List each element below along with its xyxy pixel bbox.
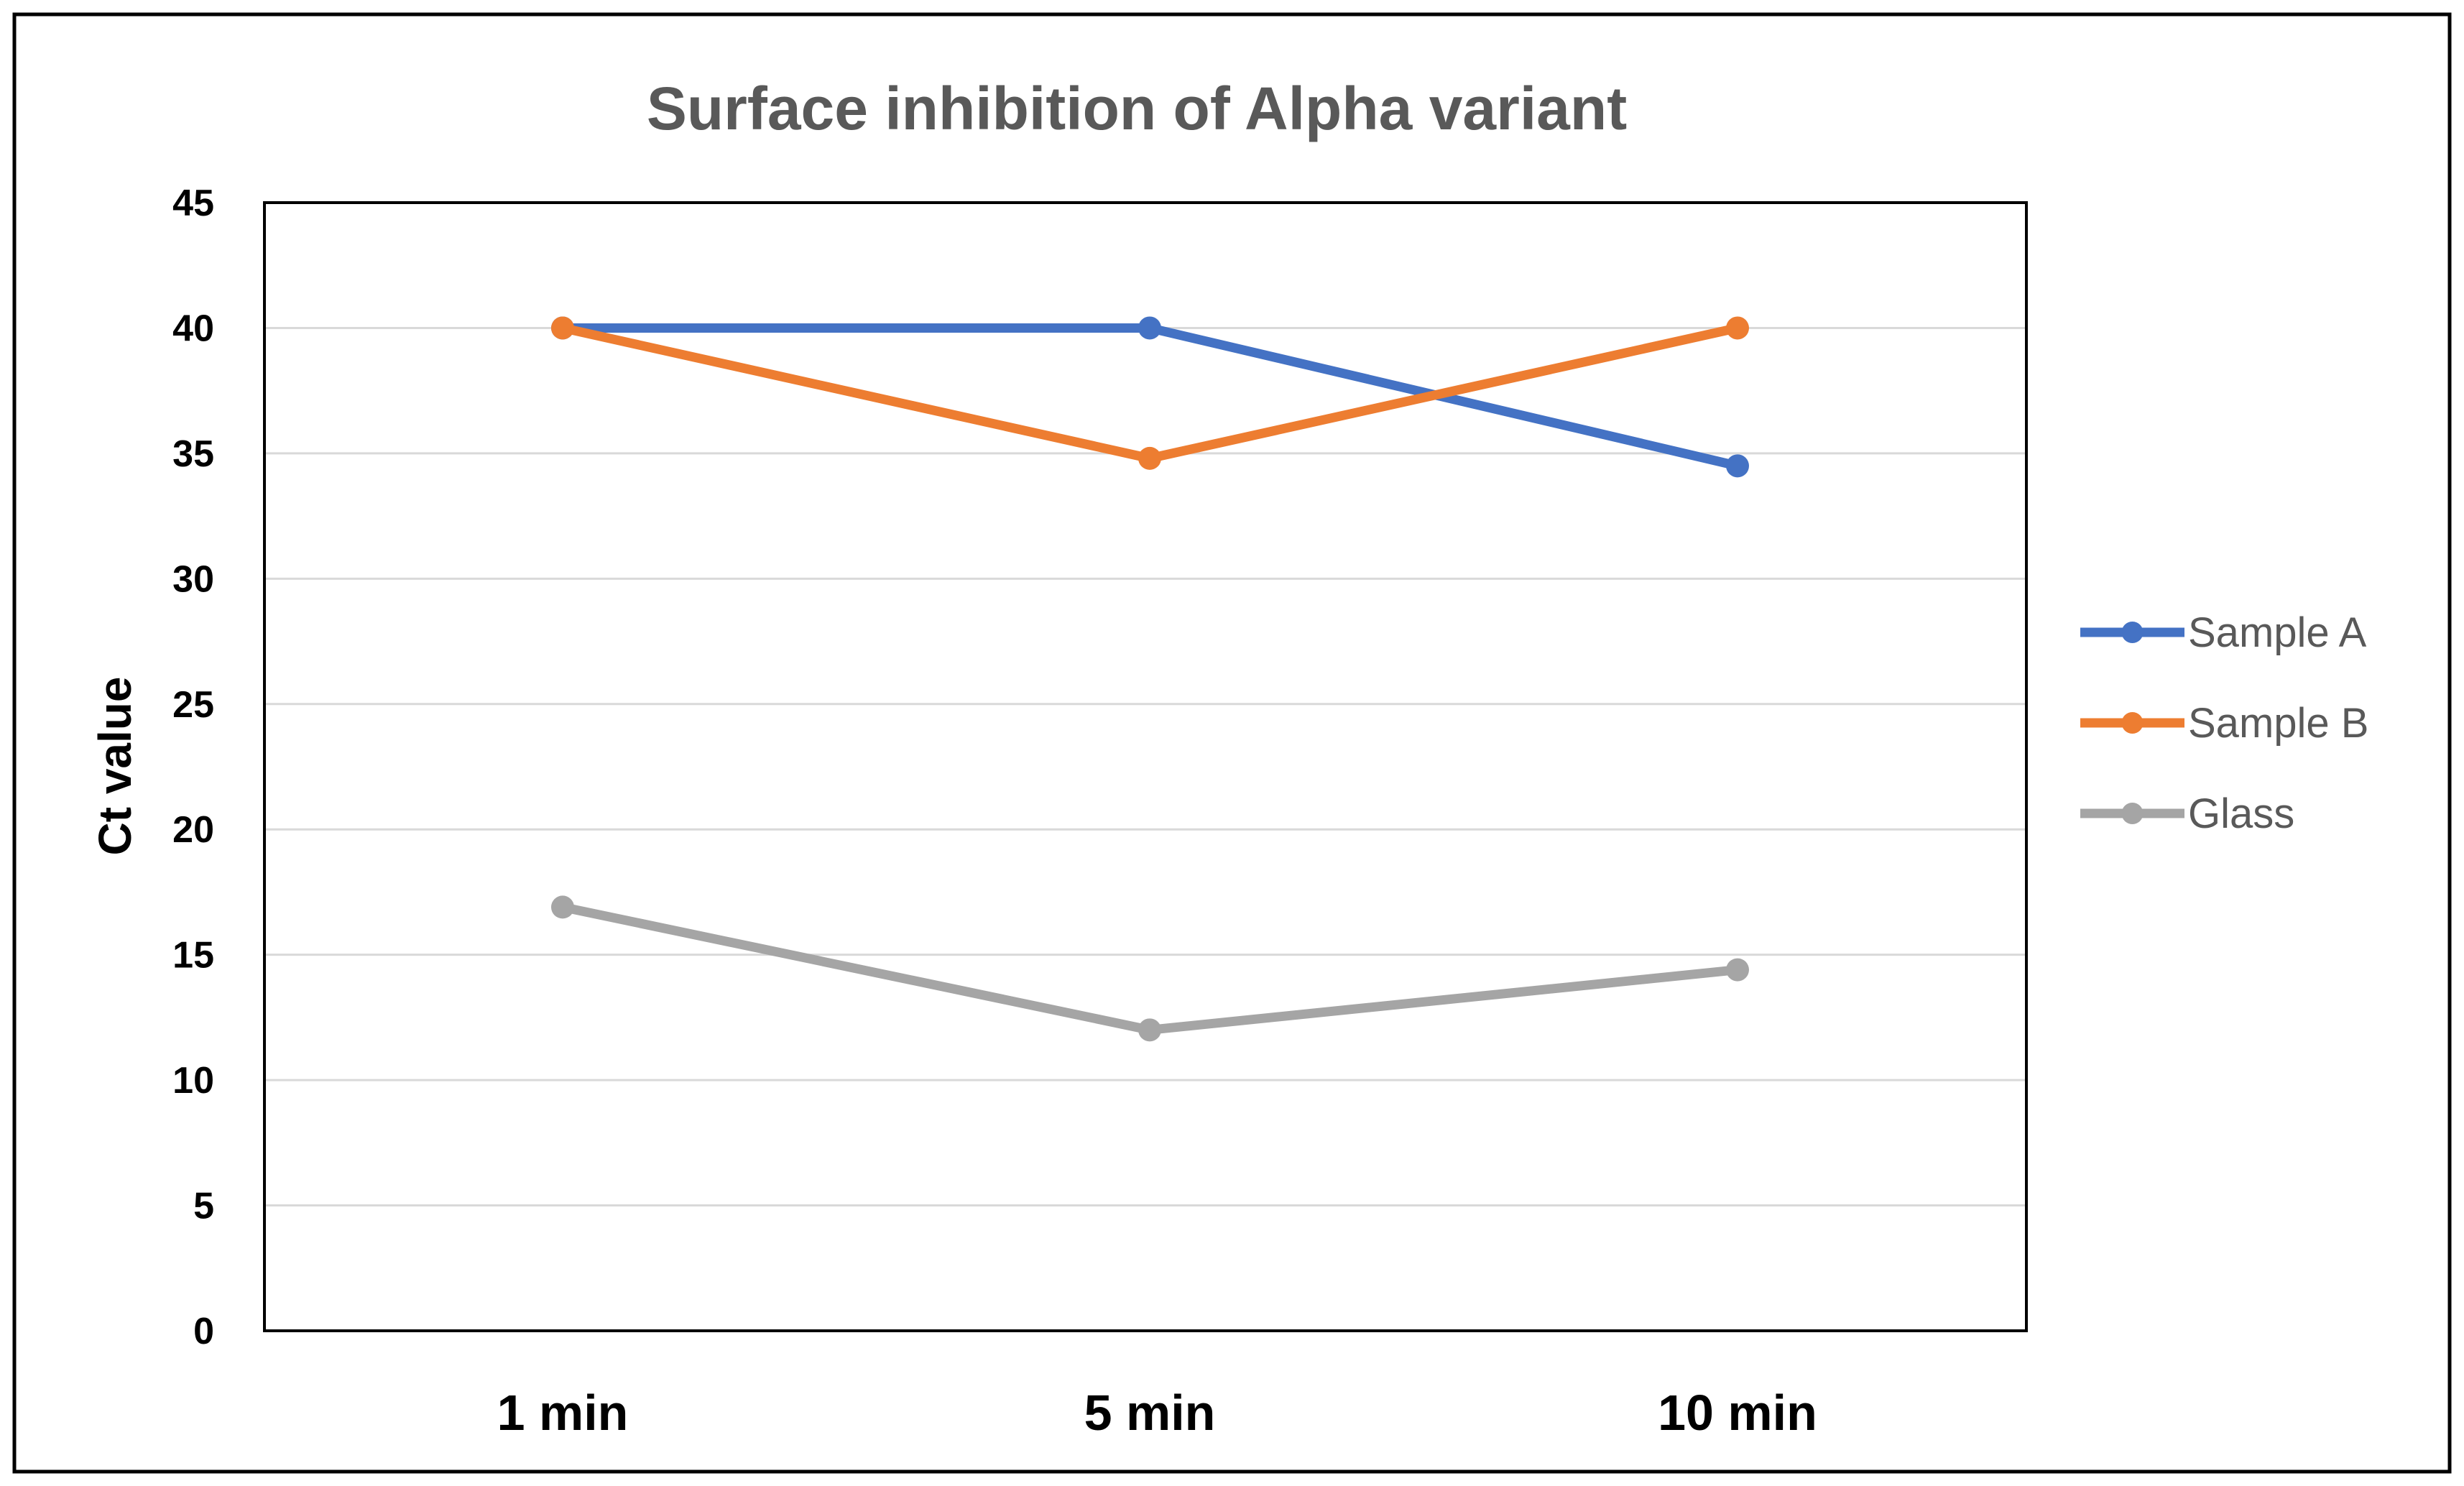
plot-area-frame — [263, 201, 2028, 1332]
data-point-sample-a-10-min — [1726, 454, 1749, 478]
legend-label: Glass — [2188, 790, 2294, 837]
legend-swatch-marker — [2121, 712, 2144, 734]
legend-swatch-marker — [2121, 622, 2144, 643]
legend-label: Sample B — [2188, 700, 2368, 747]
data-point-glass-1-min — [551, 895, 574, 919]
y-tick-label-45: 45 — [172, 183, 214, 224]
x-tick-label-1-min: 1 min — [497, 1385, 629, 1441]
data-point-sample-b-10-min — [1726, 316, 1749, 340]
y-axis-title: Ct value — [89, 677, 141, 856]
legend-item-glass: Glass — [2080, 790, 2294, 837]
legend-item-sample-b: Sample B — [2080, 700, 2368, 747]
series-glass — [551, 895, 1749, 1042]
data-series — [551, 316, 1749, 1042]
y-tick-label-20: 20 — [172, 809, 214, 851]
y-tick-label-10: 10 — [172, 1060, 214, 1102]
legend-item-sample-a: Sample A — [2080, 609, 2367, 656]
legend-swatch-marker — [2121, 803, 2144, 824]
x-tick-label-10-min: 10 min — [1658, 1385, 1817, 1441]
legend: Sample A Sample B Glass — [2080, 609, 2368, 837]
data-point-sample-b-1-min — [551, 316, 574, 340]
gridlines — [264, 326, 2026, 1207]
data-point-sample-b-5-min — [1138, 446, 1161, 470]
y-axis-tick-labels: 0 5 10 15 20 25 30 35 40 45 — [172, 183, 214, 1352]
y-tick-label-0: 0 — [193, 1311, 214, 1352]
y-tick-label-15: 15 — [172, 935, 214, 977]
y-tick-label-5: 5 — [193, 1186, 214, 1227]
y-tick-label-35: 35 — [172, 433, 214, 475]
data-point-glass-5-min — [1138, 1018, 1161, 1042]
series-sample-b — [551, 316, 1749, 470]
x-axis-category-labels: 1 min 5 min 10 min — [497, 1385, 1817, 1441]
data-point-sample-a-5-min — [1138, 316, 1161, 340]
chart-outer-frame — [12, 12, 2452, 1474]
y-tick-label-25: 25 — [172, 684, 214, 726]
x-tick-label-5-min: 5 min — [1084, 1385, 1216, 1441]
chart-title: Surface inhibition of Alpha variant — [647, 75, 1627, 142]
legend-label: Sample A — [2188, 609, 2367, 656]
y-tick-label-40: 40 — [172, 308, 214, 349]
data-point-glass-10-min — [1726, 958, 1749, 982]
y-tick-label-30: 30 — [172, 558, 214, 600]
